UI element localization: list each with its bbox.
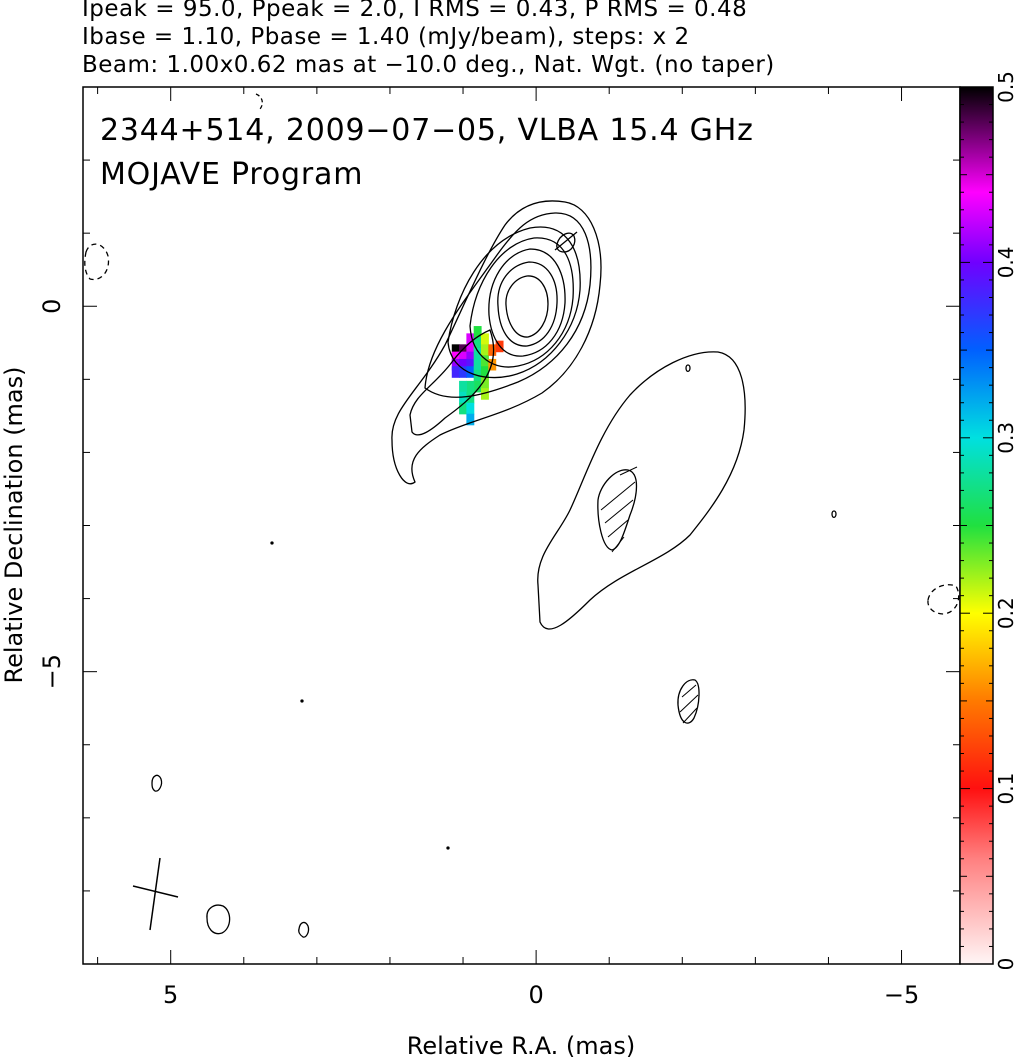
contour-core-1 [506,276,548,337]
pol-pixel [459,366,467,378]
colorbar-label: 0.3 [994,422,1018,454]
pol-pixel [481,333,489,345]
contour-sw-component [538,352,745,629]
contour-blob-2 [832,511,836,517]
plot-frame [83,87,960,964]
contour-dot-1 [271,542,273,544]
pol-pixel [466,403,474,415]
colorbar-label: 0.4 [994,246,1018,278]
negative-contour-east [928,585,959,614]
pol-pixel [481,344,489,356]
colorbar-label: 0.2 [994,597,1018,629]
negative-contour-top [256,94,262,109]
contour-dot-3 [447,847,449,849]
x-tick-label: 0 [528,981,543,1009]
colorbar-label: 0.1 [994,773,1018,805]
contour-blob-1 [686,365,690,371]
pol-pixel [452,366,460,378]
contour-dot-2 [301,700,303,702]
pol-pixel [474,359,482,371]
colorbar-label: 0 [994,958,1018,971]
x-axis-label: Relative R.A. (mas) [407,1032,635,1060]
y-tick-label: 0 [38,299,66,314]
source-title: 2344+514, 2009−07−05, VLBA 15.4 GHz [100,113,754,148]
y-axis-label: Relative Declination (mas) [0,366,28,683]
pol-pixel [474,326,482,338]
program-title: MOJAVE Program [100,157,363,192]
y-tick-label: −5 [38,654,66,689]
colorbar-label: 0.5 [994,71,1018,103]
negative-contour-west [85,244,109,279]
contour-core-3 [489,249,565,356]
x-tick-label: −5 [884,981,919,1009]
beam-ellipse-cross [133,858,178,930]
contour-blob-4 [207,905,230,934]
contour-sw-inner [598,470,637,550]
contour-blob-3 [152,775,162,791]
x-tick-label: 5 [163,981,178,1009]
pol-pixel [466,381,474,393]
negative-hatch-blob [680,685,698,723]
pol-pixel [459,381,467,393]
pol-pixel [488,344,496,356]
contour-blob-5 [299,922,309,937]
